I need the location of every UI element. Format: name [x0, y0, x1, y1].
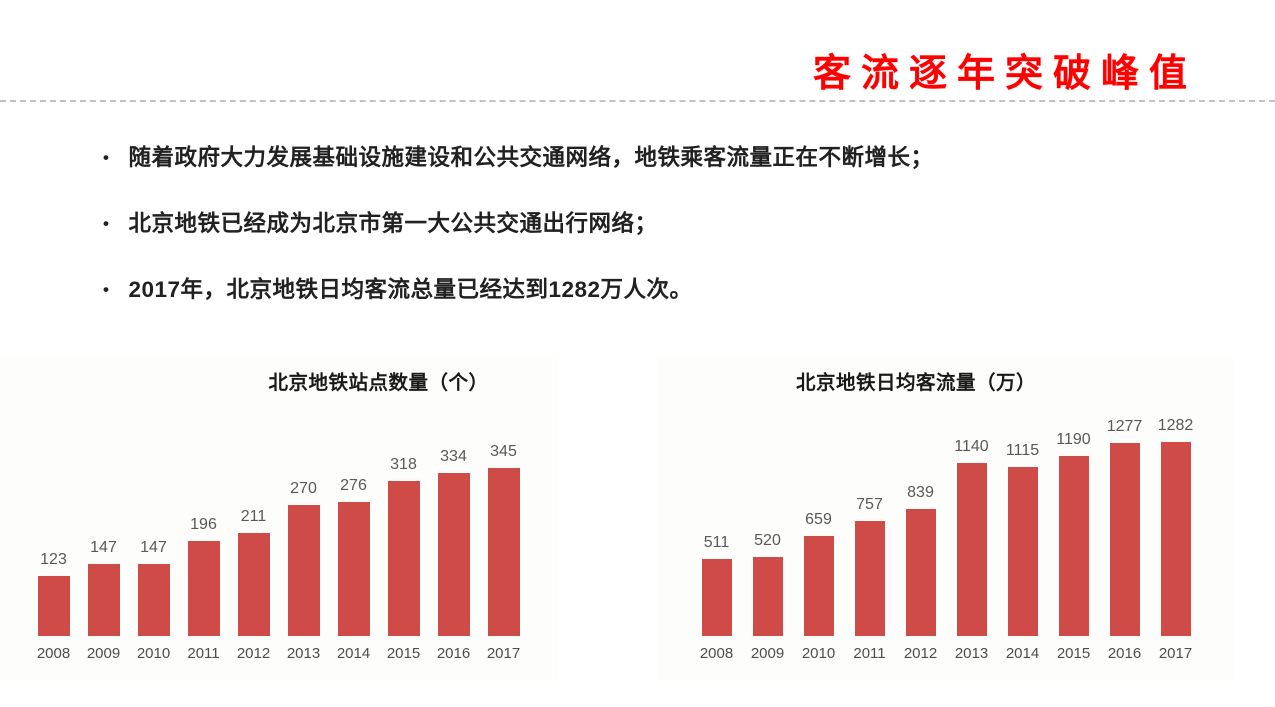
bullet-text: 北京地铁已经成为北京市第一大公共交通出行网络；	[128, 211, 658, 236]
bar-value-label: 270	[290, 480, 317, 497]
x-axis-tick-label: 2015	[1056, 645, 1091, 662]
bar-column: 345 2017	[486, 400, 521, 662]
bar-value-label: 757	[856, 496, 883, 513]
x-axis-tick-label: 2016	[436, 645, 471, 662]
x-axis-tick-label: 2012	[903, 645, 938, 662]
bar-column: 147 2010	[136, 400, 171, 662]
x-axis-tick-label: 2017	[1158, 645, 1193, 662]
bullet-text: 2017年，北京地铁日均客流总量已经达到1282万人次。	[128, 277, 693, 302]
bar-value-label: 147	[90, 539, 117, 556]
bar	[1058, 456, 1089, 636]
chart-title: 北京地铁日均客流量（万）	[795, 372, 1036, 394]
x-axis-tick-label: 2016	[1107, 645, 1142, 662]
bar	[287, 505, 320, 636]
bar	[752, 557, 783, 636]
x-axis-tick-label: 2013	[954, 645, 989, 662]
x-axis-tick-label: 2009	[750, 645, 785, 662]
bullet-dot-icon: •	[103, 214, 110, 233]
bar-column: 1115 2014	[1005, 400, 1040, 662]
dashed-divider	[0, 100, 1275, 102]
bar-value-label: 1190	[1056, 431, 1091, 448]
chart-station-count: 北京地铁站点数量（个） 123 2008 147 2009 147 2010 196 2011…	[0, 358, 557, 680]
bar-column: 196 2011	[187, 400, 220, 662]
slide-title: 客流逐年突破峰值	[812, 53, 1197, 95]
bar-column: 659 2010	[801, 400, 836, 662]
bar-column: 1140 2013	[954, 400, 989, 662]
bar-value-label: 1140	[954, 438, 989, 455]
bar-column: 318 2015	[386, 400, 421, 662]
bar-value-label: 334	[440, 448, 467, 465]
bar-column: 520 2009	[750, 400, 785, 662]
bullet-list: • 随着政府大力发展基础设施建设和公共交通网络，地铁乘客流量正在不断增长； • …	[103, 143, 1203, 341]
bar	[237, 533, 270, 636]
bar	[187, 541, 220, 636]
bar-column: 334 2016	[436, 400, 471, 662]
bar-value-label: 345	[490, 443, 517, 460]
bullet-item: • 北京地铁已经成为北京市第一大公共交通出行网络；	[103, 209, 1203, 239]
bar-value-label: 147	[140, 539, 167, 556]
chart-title: 北京地铁站点数量（个）	[268, 372, 489, 394]
x-axis-tick-label: 2014	[1005, 645, 1040, 662]
bar-column: 147 2009	[86, 400, 121, 662]
chart-plot-area: 511 2008 520 2009 659 2010 757 2011 839 2012 1140 2…	[657, 400, 1235, 662]
bar	[1109, 443, 1140, 636]
bar	[337, 502, 370, 636]
bar	[487, 468, 520, 636]
x-axis-tick-label: 2008	[36, 645, 71, 662]
bar-column: 1282 2017	[1157, 400, 1194, 662]
bullet-dot-icon: •	[103, 148, 110, 167]
bar-column: 839 2012	[903, 400, 938, 662]
bullet-dot-icon: •	[103, 280, 110, 299]
bar-value-label: 511	[703, 534, 730, 551]
bullet-text: 随着政府大力发展基础设施建设和公共交通网络，地铁乘客流量正在不断增长；	[128, 145, 934, 170]
bar-column: 123 2008	[36, 400, 71, 662]
bar	[37, 576, 70, 636]
x-axis-tick-label: 2012	[236, 645, 271, 662]
bar-column: 270 2013	[286, 400, 321, 662]
bar-value-label: 839	[907, 484, 934, 501]
bar-value-label: 659	[805, 511, 832, 528]
bar-column: 211 2012	[236, 400, 271, 662]
chart-plot-area: 123 2008 147 2009 147 2010 196 2011 211 2012 270 20…	[0, 400, 557, 662]
x-axis-tick-label: 2009	[86, 645, 121, 662]
bar	[956, 463, 987, 636]
bar	[437, 473, 470, 636]
x-axis-tick-label: 2011	[187, 645, 220, 662]
bar	[387, 481, 420, 636]
bar-value-label: 196	[190, 516, 217, 533]
bar	[87, 564, 120, 636]
x-axis-tick-label: 2015	[386, 645, 421, 662]
bar-column: 1190 2015	[1056, 400, 1091, 662]
bar	[1007, 467, 1038, 636]
bullet-item: • 随着政府大力发展基础设施建设和公共交通网络，地铁乘客流量正在不断增长；	[103, 143, 1203, 173]
bar	[137, 564, 170, 636]
x-axis-tick-label: 2010	[136, 645, 171, 662]
x-axis-tick-label: 2017	[486, 645, 521, 662]
bar-value-label: 1115	[1005, 442, 1040, 459]
x-axis-tick-label: 2008	[699, 645, 734, 662]
bar	[1160, 442, 1191, 636]
bar	[854, 521, 885, 636]
bar	[701, 559, 732, 636]
bullet-item: • 2017年，北京地铁日均客流总量已经达到1282万人次。	[103, 275, 1203, 305]
bar-value-label: 276	[340, 477, 367, 494]
x-axis-tick-label: 2011	[853, 645, 886, 662]
bar-value-label: 1277	[1106, 418, 1143, 435]
bar-column: 511 2008	[699, 400, 734, 662]
x-axis-tick-label: 2013	[286, 645, 321, 662]
bar-column: 757 2011	[853, 400, 886, 662]
bar-value-label: 211	[240, 508, 267, 525]
bar-value-label: 520	[754, 532, 781, 549]
bar-value-label: 318	[390, 456, 417, 473]
bar	[803, 536, 834, 636]
x-axis-tick-label: 2014	[336, 645, 371, 662]
bar-value-label: 1282	[1157, 417, 1194, 434]
bar-value-label: 123	[40, 551, 67, 568]
chart-daily-ridership: 北京地铁日均客流量（万） 511 2008 520 2009 659 2010 757 201…	[657, 358, 1235, 680]
x-axis-tick-label: 2010	[801, 645, 836, 662]
bar	[905, 509, 936, 636]
bar-column: 1277 2016	[1106, 400, 1143, 662]
bar-column: 276 2014	[336, 400, 371, 662]
